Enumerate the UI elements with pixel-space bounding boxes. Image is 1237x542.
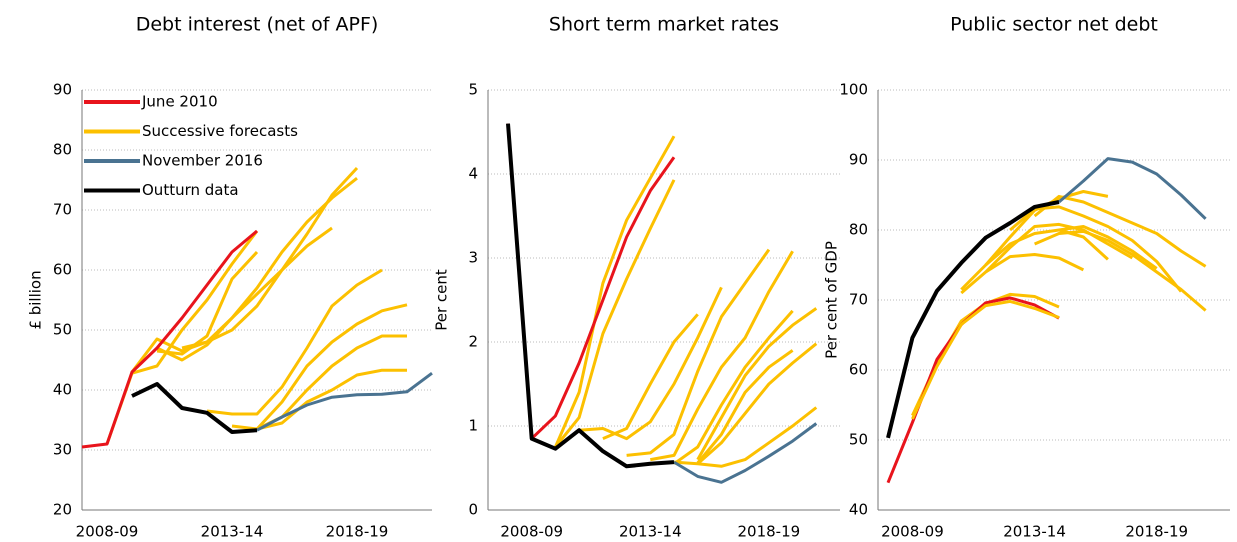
x-tick-label: 2013-14 xyxy=(201,523,264,541)
y-tick-label: 20 xyxy=(53,501,72,519)
series-line xyxy=(130,166,359,373)
y-axis-title: £ billion xyxy=(27,270,45,329)
y-tick-label: 5 xyxy=(468,81,478,99)
series-line xyxy=(206,268,383,416)
x-tick-label: 2018-19 xyxy=(738,523,801,541)
series-line xyxy=(696,342,818,465)
y-tick-label: 1 xyxy=(468,417,478,435)
series-line xyxy=(1009,205,1183,293)
series-line xyxy=(231,303,408,431)
y-tick-label: 90 xyxy=(849,151,868,169)
y-tick-label: 80 xyxy=(849,221,868,239)
series-line xyxy=(696,349,794,464)
series-line xyxy=(554,179,676,448)
x-tick-label: 2018-19 xyxy=(326,523,389,541)
y-tick-label: 70 xyxy=(53,201,72,219)
series-line xyxy=(886,200,1060,439)
legend-label: Outturn data xyxy=(142,181,239,199)
y-tick-label: 60 xyxy=(849,361,868,379)
legend-label: June 2010 xyxy=(141,93,218,111)
x-tick-label: 2013-14 xyxy=(619,523,682,541)
legend-label: November 2016 xyxy=(142,152,263,170)
series-line xyxy=(81,229,258,449)
y-tick-label: 90 xyxy=(53,81,72,99)
series-line xyxy=(886,296,1060,484)
series-line xyxy=(673,309,794,466)
series-line xyxy=(506,123,675,469)
y-axis-title: Per cent xyxy=(433,269,451,331)
series-line xyxy=(911,292,1060,417)
series-line xyxy=(984,222,1134,274)
x-tick-label: 2008-09 xyxy=(76,523,139,541)
y-tick-label: 3 xyxy=(468,249,478,267)
y-tick-label: 50 xyxy=(53,321,72,339)
series-line xyxy=(554,135,676,448)
x-tick-label: 2008-09 xyxy=(500,523,563,541)
y-tick-label: 2 xyxy=(468,333,478,351)
y-axis-title: Per cent of GDP xyxy=(823,241,841,359)
y-tick-label: 30 xyxy=(53,441,72,459)
series-line xyxy=(105,230,259,445)
series-line xyxy=(156,177,358,362)
series-line xyxy=(696,307,818,461)
series-line xyxy=(602,313,699,440)
series-line xyxy=(578,286,723,441)
y-tick-label: 60 xyxy=(53,261,72,279)
chart-title: Short term market rates xyxy=(549,14,779,36)
y-tick-label: 0 xyxy=(468,501,478,519)
series-line xyxy=(626,248,771,457)
x-tick-label: 2013-14 xyxy=(1003,523,1066,541)
y-tick-label: 80 xyxy=(53,141,72,159)
series-line xyxy=(911,299,1060,420)
y-tick-label: 4 xyxy=(468,165,478,183)
series-line xyxy=(1034,229,1207,312)
series-line xyxy=(960,253,1085,295)
series-line xyxy=(156,250,259,356)
series-line xyxy=(1058,225,1158,270)
series-line xyxy=(506,123,676,441)
series-line xyxy=(256,368,407,431)
x-tick-label: 2008-09 xyxy=(881,523,944,541)
chart-title: Public sector net debt xyxy=(950,14,1158,36)
legend-label: Successive forecasts xyxy=(142,122,298,140)
series-line xyxy=(650,250,794,462)
y-tick-label: 40 xyxy=(849,501,868,519)
series-line xyxy=(673,422,818,484)
series-line xyxy=(673,406,818,468)
series-line xyxy=(256,334,407,431)
y-tick-label: 70 xyxy=(849,291,868,309)
series-line xyxy=(181,226,333,350)
y-tick-label: 50 xyxy=(849,431,868,449)
series-line xyxy=(256,371,433,432)
x-tick-label: 2018-19 xyxy=(1125,523,1188,541)
series-line xyxy=(1058,157,1207,220)
series-line xyxy=(131,382,258,434)
y-tick-label: 100 xyxy=(839,81,868,99)
chart-title: Debt interest (net of APF) xyxy=(136,14,379,36)
y-tick-label: 40 xyxy=(53,381,72,399)
